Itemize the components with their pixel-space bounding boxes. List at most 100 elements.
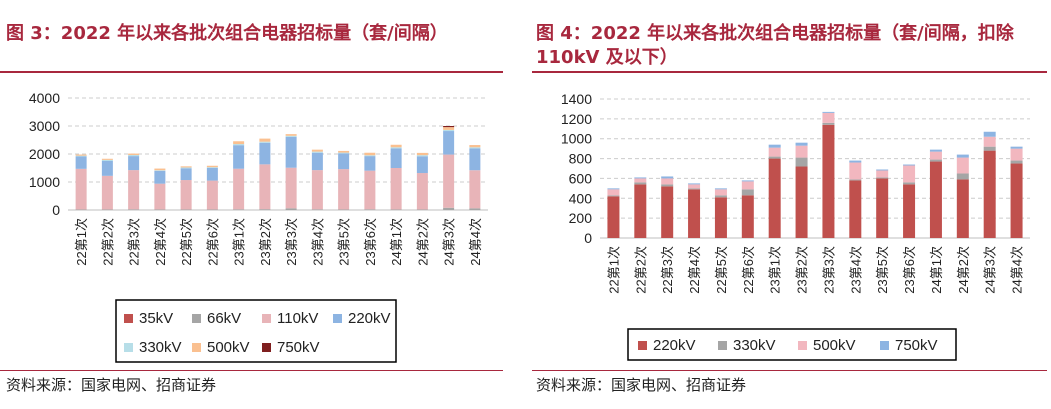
bar-segment (233, 145, 245, 169)
bar-segment (338, 169, 350, 210)
bar-segment (128, 154, 140, 157)
y-tick-label: 1400 (561, 91, 592, 107)
bar-segment (795, 142, 808, 146)
x-tick-label: 24第2次 (956, 246, 971, 294)
x-tick-label: 24第2次 (415, 218, 430, 266)
y-tick-label: 2000 (29, 146, 60, 162)
bar-segment (469, 170, 481, 209)
bar-segment (1010, 163, 1023, 238)
x-tick-label: 23第4次 (848, 246, 863, 294)
y-tick-label: 1000 (561, 131, 592, 147)
x-tick-label: 22第4次 (153, 218, 168, 266)
bar-segment (390, 209, 402, 210)
bar-segment (795, 166, 808, 238)
bar-segment (741, 181, 754, 190)
bar-segment (1010, 148, 1023, 161)
x-tick-label: 24第4次 (468, 218, 483, 266)
bar-segment (390, 148, 402, 168)
bar-segment (259, 138, 271, 142)
bar-segment (714, 189, 727, 196)
bar-segment (101, 175, 113, 210)
bar-segment (469, 145, 481, 148)
x-tick-label: 22第5次 (714, 246, 729, 294)
bar-segment (714, 188, 727, 190)
bar-segment (311, 151, 323, 153)
bar-segment (795, 157, 808, 167)
bar-segment (688, 189, 701, 238)
bar-segment (741, 180, 754, 182)
legend-box (115, 299, 397, 363)
bar-segment (768, 144, 781, 148)
y-tick-label: 1000 (29, 174, 60, 190)
bar-segment (634, 184, 647, 238)
bar-segment (364, 209, 376, 210)
bar-segment (634, 177, 647, 179)
x-tick-label: 23第1次 (768, 246, 783, 294)
bar-segment (876, 170, 889, 178)
bar-segment (154, 168, 166, 171)
bar-segment (661, 186, 674, 238)
x-tick-label: 23第6次 (902, 246, 917, 294)
x-tick-label: 22第3次 (127, 218, 142, 266)
bar-segment (416, 152, 428, 156)
bar-segment (956, 179, 969, 238)
x-tick-label: 23第5次 (337, 218, 352, 266)
bar-segment (311, 149, 323, 152)
x-tick-label: 22第6次 (205, 218, 220, 266)
bar-segment (364, 156, 376, 171)
x-tick-label: 24第1次 (389, 218, 404, 266)
x-tick-label: 23第3次 (821, 246, 836, 294)
y-tick-label: 600 (569, 170, 593, 186)
bar-segment (983, 136, 996, 147)
bar-segment (311, 152, 323, 171)
legend-swatch (192, 343, 201, 352)
bar-segment (311, 209, 323, 210)
bar-segment (443, 131, 455, 155)
x-tick-label: 24第1次 (929, 246, 944, 294)
bar-segment (259, 209, 271, 210)
x-tick-label: 24第3次 (442, 218, 457, 266)
y-tick-label: 1200 (561, 111, 592, 127)
bar-segment (390, 144, 402, 148)
bar-segment (634, 182, 647, 185)
legend-label: 500kV (813, 337, 856, 354)
bar-segment (822, 122, 835, 125)
bar-segment (607, 189, 620, 196)
bar-segment (180, 167, 192, 169)
bar-segment (75, 168, 87, 210)
bar-segment (741, 195, 754, 238)
bar-segment (849, 179, 862, 181)
bar-segment (469, 147, 481, 149)
bar-segment (929, 149, 942, 152)
x-tick-label: 22第3次 (660, 246, 675, 294)
bar-segment (714, 197, 727, 238)
x-tick-label: 23第4次 (310, 218, 325, 266)
bar-segment (416, 155, 428, 157)
bar-segment (443, 154, 455, 208)
title-rule-left (0, 71, 503, 73)
bar-segment (876, 178, 889, 238)
bar-segment (443, 129, 455, 132)
bar-segment (206, 167, 218, 168)
legend-label: 750kV (895, 337, 938, 354)
y-tick-label: 0 (584, 230, 592, 246)
bar-segment (154, 170, 166, 184)
legend-swatch (718, 341, 727, 350)
bar-segment (180, 166, 192, 168)
bar-segment (849, 180, 862, 238)
bar-segment (206, 165, 218, 168)
bar-segment (661, 176, 674, 179)
bar-segment (983, 150, 996, 238)
x-tick-label: 22第2次 (100, 218, 115, 266)
bar-segment (929, 151, 942, 160)
bar-segment (929, 159, 942, 162)
bar-segment (338, 150, 350, 153)
x-tick-label: 22第2次 (633, 246, 648, 294)
bar-segment (903, 165, 916, 183)
legend-swatch (880, 341, 889, 350)
bar-segment (1010, 160, 1023, 164)
bottom-rule-left (0, 370, 503, 371)
chart-title-left: 图 3：2022 年以来各批次组合电器招标量（套/间隔） (6, 23, 448, 44)
